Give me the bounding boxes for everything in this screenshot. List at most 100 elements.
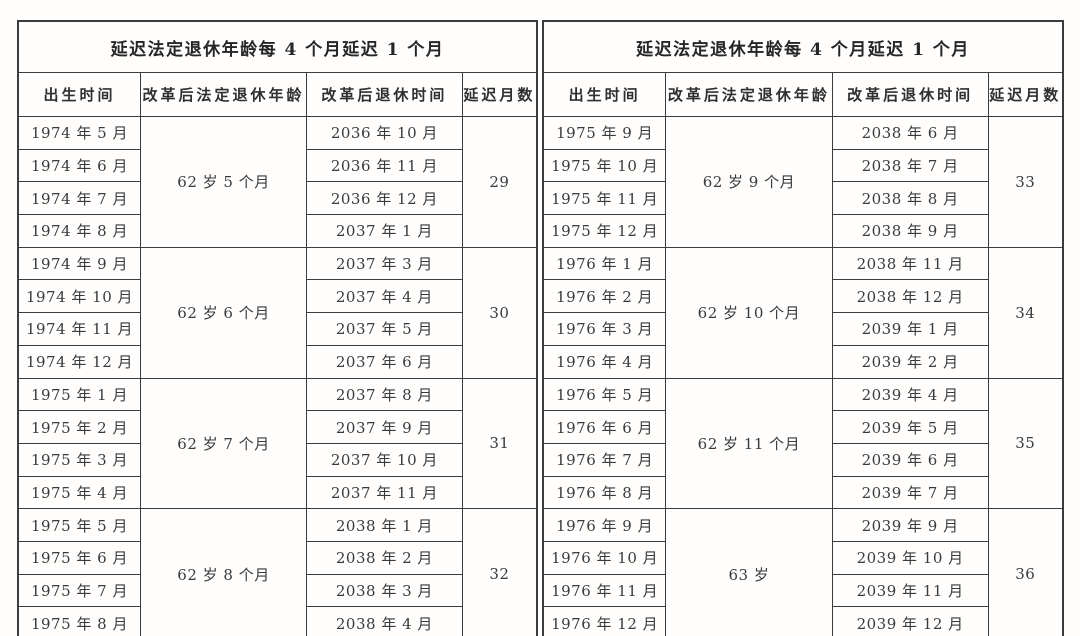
age-cell: 62 岁 11 个月	[665, 377, 833, 510]
retire-cell: 2039 年 5 月	[831, 410, 989, 444]
delay-cell: 33	[987, 116, 1064, 248]
delay-cell: 30	[461, 246, 538, 379]
birth-cell: 1976 年 5 月	[542, 377, 667, 412]
table-row: 1974 年 12 月 2037 年 6 月	[17, 344, 537, 379]
retire-cell: 2039 年 9 月	[831, 508, 989, 542]
birth-cell: 1974 年 10 月	[17, 279, 141, 314]
table-row: 延迟法定退休年龄每 4 个月延迟 1 个月	[17, 20, 538, 73]
table-row: 1975 年 4 月 2037 年 11 月	[17, 475, 537, 510]
retire-cell: 2037 年 10 月	[306, 442, 463, 477]
birth-cell: 1975 年 7 月	[17, 573, 141, 608]
table-row: 1976 年 8 月 2039 年 7 月	[542, 475, 1063, 510]
retire-cell: 2036 年 10 月	[306, 116, 463, 150]
birth-cell: 1976 年 9 月	[542, 508, 667, 542]
retire-cell: 2038 年 8 月	[831, 181, 989, 216]
retire-cell: 2039 年 6 月	[831, 442, 989, 477]
col-header-age: 改革后法定退休年龄	[139, 72, 308, 117]
table-row: 1974 年 10 月 2037 年 4 月	[17, 279, 537, 314]
table-row: 1976 年 12 月 2039 年 12 月	[542, 606, 1063, 636]
birth-cell: 1975 年 5 月	[17, 508, 141, 542]
age-cell: 63 岁	[665, 508, 833, 636]
table-row: 延迟法定退休年龄每 4 个月延迟 1 个月	[542, 20, 1064, 73]
birth-cell: 1976 年 8 月	[542, 475, 667, 510]
retirement-table-left: 延迟法定退休年龄每 4 个月延迟 1 个月 出生时间 改革后法定退休年龄 改革后…	[17, 20, 538, 636]
table-row: 1976 年 1 月 62 岁 10 个月 2038 年 11 月 34	[542, 246, 1064, 379]
retire-cell: 2037 年 3 月	[306, 246, 463, 281]
delay-cell: 34	[987, 246, 1064, 379]
age-cell: 62 岁 9 个月	[665, 116, 833, 248]
birth-cell: 1974 年 7 月	[17, 181, 141, 216]
retire-cell: 2039 年 2 月	[831, 344, 989, 379]
table-row: 1975 年 3 月 2037 年 10 月	[17, 442, 537, 477]
table-row: 1975 年 9 月 62 岁 9 个月 2038 年 6 月 33	[542, 116, 1064, 248]
retire-cell: 2038 年 1 月	[306, 508, 463, 542]
retire-cell: 2039 年 7 月	[831, 475, 989, 510]
table-row: 1975 年 8 月 2038 年 4 月	[17, 606, 537, 636]
retire-cell: 2038 年 3 月	[306, 573, 463, 608]
retire-cell: 2039 年 10 月	[831, 540, 989, 575]
table-row: 1974 年 7 月 2036 年 12 月	[17, 181, 537, 216]
retire-cell: 2037 年 5 月	[306, 312, 463, 346]
birth-cell: 1974 年 9 月	[17, 246, 141, 281]
retire-cell: 2037 年 11 月	[306, 475, 463, 510]
retire-cell: 2037 年 8 月	[306, 377, 463, 412]
table-row: 1975 年 11 月 2038 年 8 月	[542, 181, 1063, 216]
birth-cell: 1975 年 3 月	[17, 442, 141, 477]
birth-cell: 1974 年 6 月	[17, 148, 141, 183]
birth-cell: 1976 年 7 月	[542, 442, 667, 477]
table-row: 1975 年 5 月 62 岁 8 个月 2038 年 1 月 32	[17, 508, 538, 636]
table-row: 1976 年 4 月 2039 年 2 月	[542, 344, 1063, 379]
table-row: 1976 年 10 月 2039 年 10 月	[542, 540, 1063, 575]
retire-cell: 2039 年 11 月	[831, 573, 989, 608]
retire-cell: 2037 年 1 月	[306, 214, 463, 248]
col-header-delay: 延迟月数	[461, 72, 538, 117]
retire-cell: 2038 年 2 月	[306, 540, 463, 575]
table-title: 延迟法定退休年龄每 4 个月延迟 1 个月	[17, 20, 538, 73]
retire-cell: 2037 年 4 月	[306, 279, 463, 314]
table-header-row: 出生时间 改革后法定退休年龄 改革后退休时间 延迟月数	[17, 72, 538, 117]
delay-cell: 31	[461, 377, 538, 510]
retire-cell: 2038 年 12 月	[831, 279, 989, 314]
delay-cell: 36	[987, 508, 1064, 636]
table-row: 1976 年 9 月 63 岁 2039 年 9 月 36	[542, 508, 1064, 636]
age-cell: 62 岁 5 个月	[139, 116, 308, 248]
age-cell: 62 岁 8 个月	[139, 508, 308, 636]
birth-cell: 1976 年 11 月	[542, 573, 667, 608]
birth-cell: 1975 年 9 月	[542, 116, 667, 150]
delay-cell: 29	[461, 116, 538, 248]
table-row: 1974 年 5 月 62 岁 5 个月 2036 年 10 月 29	[17, 116, 538, 248]
retire-cell: 2039 年 1 月	[831, 312, 989, 346]
birth-cell: 1975 年 6 月	[17, 540, 141, 575]
birth-cell: 1976 年 1 月	[542, 246, 667, 281]
table-row: 1974 年 11 月 2037 年 5 月	[17, 312, 537, 346]
retirement-table-right: 延迟法定退休年龄每 4 个月延迟 1 个月 出生时间 改革后法定退休年龄 改革后…	[542, 20, 1064, 636]
retire-cell: 2039 年 12 月	[831, 606, 989, 636]
table-header-row: 出生时间 改革后法定退休年龄 改革后退休时间 延迟月数	[542, 72, 1064, 117]
table-title: 延迟法定退休年龄每 4 个月延迟 1 个月	[542, 20, 1064, 73]
retire-cell: 2039 年 4 月	[831, 377, 989, 412]
birth-cell: 1976 年 12 月	[542, 606, 667, 636]
age-cell: 62 岁 7 个月	[139, 377, 308, 510]
age-cell: 62 岁 6 个月	[139, 246, 308, 379]
birth-cell: 1976 年 4 月	[542, 344, 667, 379]
delay-cell: 32	[461, 508, 538, 636]
table-row: 1974 年 9 月 62 岁 6 个月 2037 年 3 月 30	[17, 246, 538, 379]
retire-cell: 2038 年 7 月	[831, 148, 989, 183]
col-header-birth: 出生时间	[542, 72, 667, 117]
table-row: 1975 年 1 月 62 岁 7 个月 2037 年 8 月 31	[17, 377, 538, 510]
col-header-retire: 改革后退休时间	[831, 72, 989, 117]
birth-cell: 1975 年 4 月	[17, 475, 141, 510]
table-row: 1976 年 3 月 2039 年 1 月	[542, 312, 1063, 346]
age-cell: 62 岁 10 个月	[665, 246, 833, 379]
retire-cell: 2038 年 4 月	[306, 606, 463, 636]
table-row: 1975 年 10 月 2038 年 7 月	[542, 148, 1063, 183]
delay-cell: 35	[987, 377, 1064, 510]
table-row: 1976 年 11 月 2039 年 11 月	[542, 573, 1063, 608]
birth-cell: 1976 年 10 月	[542, 540, 667, 575]
birth-cell: 1975 年 2 月	[17, 410, 141, 444]
retire-cell: 2038 年 9 月	[831, 214, 989, 248]
col-header-age: 改革后法定退休年龄	[665, 72, 833, 117]
table-row: 1974 年 8 月 2037 年 1 月	[17, 214, 537, 248]
table-row: 1975 年 2 月 2037 年 9 月	[17, 410, 537, 444]
birth-cell: 1974 年 5 月	[17, 116, 141, 150]
